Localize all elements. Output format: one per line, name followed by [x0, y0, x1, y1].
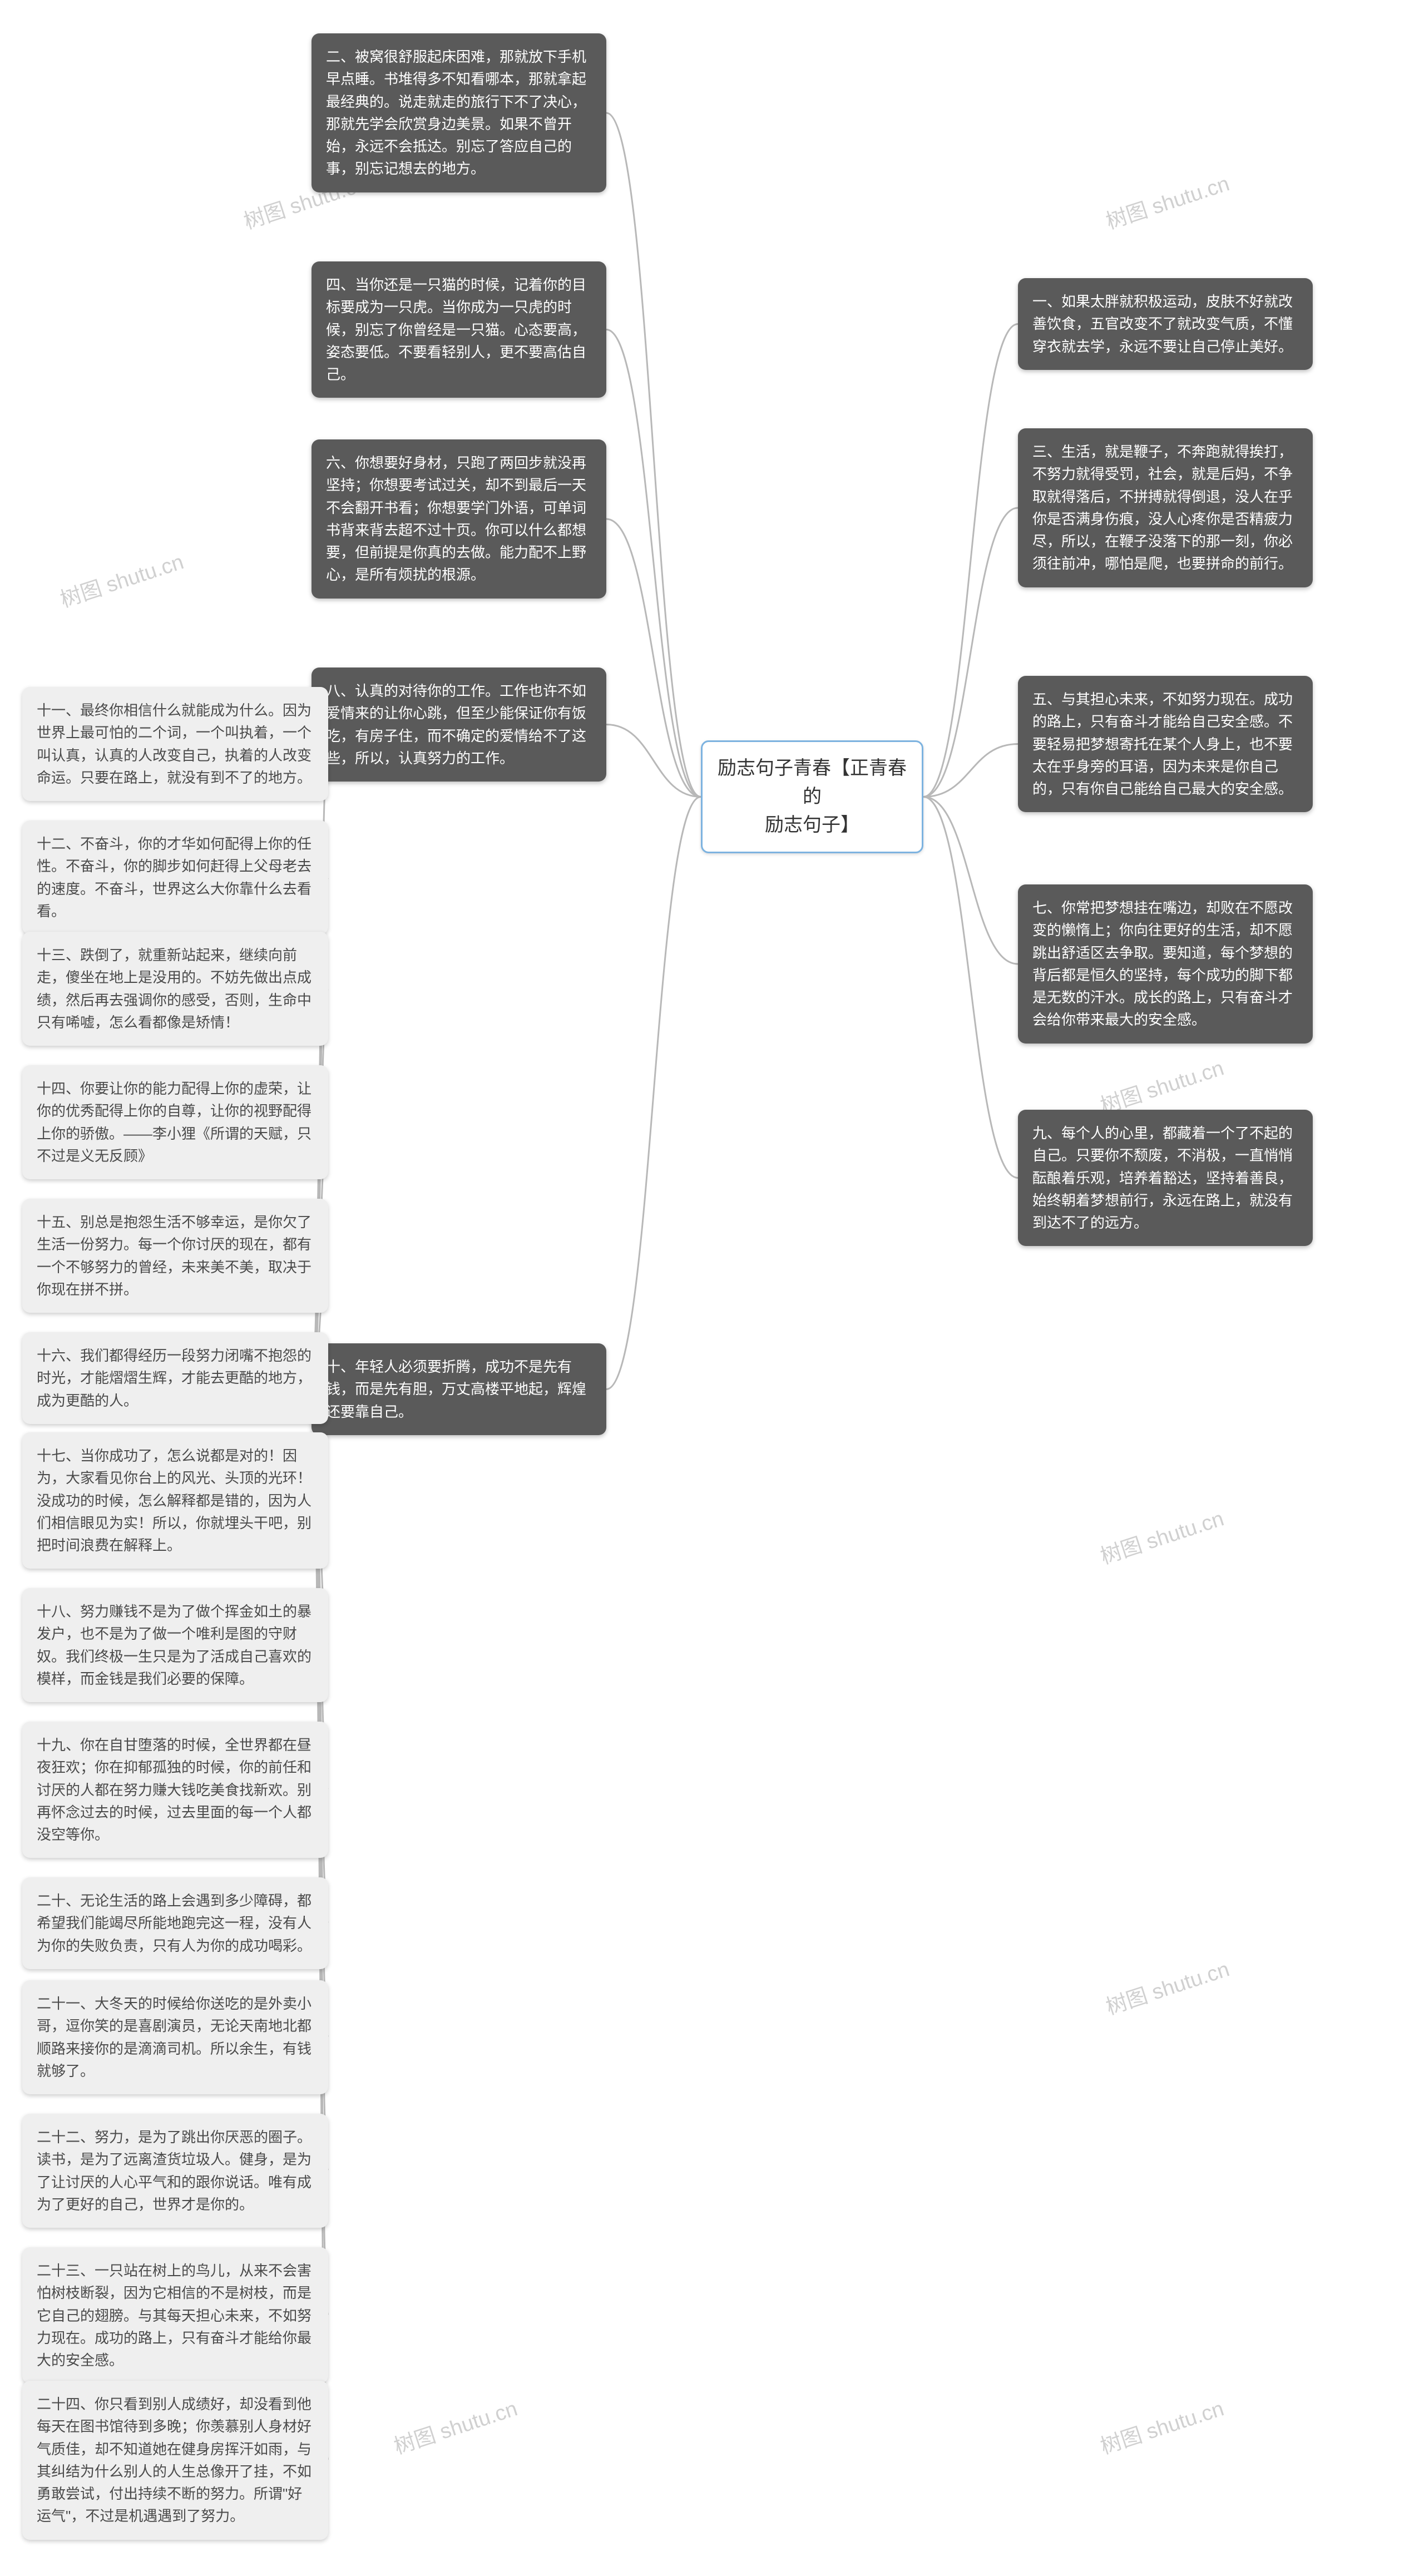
secondary-node-20[interactable]: 二十、无论生活的路上会遇到多少障碍，都希望我们能竭尽所能地跑完这一程，没有人为你…	[22, 1877, 328, 1969]
secondary-node-14[interactable]: 十四、你要让你的能力配得上你的虚荣，让你的优秀配得上你的自尊，让你的视野配得上你…	[22, 1065, 328, 1179]
watermark: 树图 shutu.cn	[56, 545, 187, 613]
secondary-node-13[interactable]: 十三、跌倒了，就重新站起来，继续向前走，傻坐在地上是没用的。不妨先做出点成绩，然…	[22, 932, 328, 1046]
primary-node-8[interactable]: 八、认真的对待你的工作。工作也许不如爱情来的让你心跳，但至少能保证你有饭吃，有房…	[312, 668, 606, 782]
primary-node-2[interactable]: 二、被窝很舒服起床困难，那就放下手机早点睡。书堆得多不知看哪本，那就拿起最经典的…	[312, 33, 606, 192]
secondary-node-11[interactable]: 十一、最终你相信什么就能成为什么。因为世界上最可怕的二个词，一个叫执着，一个叫认…	[22, 687, 328, 801]
secondary-node-19[interactable]: 十九、你在自甘堕落的时候，全世界都在昼夜狂欢；你在抑郁孤独的时候，你的前任和讨厌…	[22, 1722, 328, 1858]
secondary-node-15[interactable]: 十五、别总是抱怨生活不够幸运，是你欠了生活一份努力。每一个你讨厌的现在，都有一个…	[22, 1199, 328, 1313]
secondary-node-16[interactable]: 十六、我们都得经历一段努力闭嘴不抱怨的时光，才能熠熠生辉，才能去更酷的地方，成为…	[22, 1332, 328, 1424]
watermark: 树图 shutu.cn	[389, 2391, 521, 2460]
secondary-node-12[interactable]: 十二、不奋斗，你的才华如何配得上你的任性。不奋斗，你的脚步如何赶得上父母老去的速…	[22, 820, 328, 935]
secondary-node-23[interactable]: 二十三、一只站在树上的鸟儿，从来不会害怕树枝断裂，因为它相信的不是树枝，而是它自…	[22, 2247, 328, 2384]
watermark: 树图 shutu.cn	[1096, 2391, 1227, 2460]
watermark: 树图 shutu.cn	[1101, 166, 1233, 235]
secondary-node-18[interactable]: 十八、努力赚钱不是为了做个挥金如土的暴发户，也不是为了做一个唯利是图的守财奴。我…	[22, 1588, 328, 1702]
secondary-node-17[interactable]: 十七、当你成功了，怎么说都是对的！因为，大家看见你台上的风光、头顶的光环！没成功…	[22, 1432, 328, 1569]
watermark: 树图 shutu.cn	[1096, 1501, 1227, 1570]
primary-node-3[interactable]: 三、生活，就是鞭子，不奔跑就得挨打，不努力就得受罚，社会，就是后妈，不争取就得落…	[1018, 428, 1313, 587]
primary-node-10[interactable]: 十、年轻人必须要折腾，成功不是先有钱，而是先有胆，万丈高楼平地起，辉煌还要靠自己…	[312, 1343, 606, 1435]
primary-node-1[interactable]: 一、如果太胖就积极运动，皮肤不好就改善饮食，五官改变不了就改变气质，不懂穿衣就去…	[1018, 278, 1313, 370]
primary-node-6[interactable]: 六、你想要好身材，只跑了两回步就没再坚持；你想要考试过关，却不到最后一天不会翻开…	[312, 439, 606, 599]
center-node[interactable]: 励志句子青春【正青春的 励志句子】	[701, 740, 923, 853]
secondary-node-21[interactable]: 二十一、大冬天的时候给你送吃的是外卖小哥，逗你笑的是喜剧演员，无论天南地北都顺路…	[22, 1980, 328, 2094]
secondary-node-22[interactable]: 二十二、努力，是为了跳出你厌恶的圈子。读书，是为了远离渣货垃圾人。健身，是为了让…	[22, 2114, 328, 2228]
watermark: 树图 shutu.cn	[1101, 1952, 1233, 2020]
secondary-node-24[interactable]: 二十四、你只看到别人成绩好，却没看到他每天在图书馆待到多晚；你羡慕别人身材好气质…	[22, 2381, 328, 2540]
mindmap-canvas: 树图 shutu.cn 树图 shutu.cn 树图 shutu.cn 树图 s…	[0, 0, 1424, 2576]
watermark: 树图 shutu.cn	[1096, 1051, 1227, 1119]
primary-node-5[interactable]: 五、与其担心未来，不如努力现在。成功的路上，只有奋斗才能给自己安全感。不要轻易把…	[1018, 676, 1313, 812]
primary-node-9[interactable]: 九、每个人的心里，都藏着一个了不起的自己。只要你不颓废，不消极，一直悄悄酝酿着乐…	[1018, 1110, 1313, 1246]
primary-node-7[interactable]: 七、你常把梦想挂在嘴边，却败在不愿改变的懒惰上；你向往更好的生活，却不愿跳出舒适…	[1018, 884, 1313, 1044]
primary-node-4[interactable]: 四、当你还是一只猫的时候，记着你的目标要成为一只虎。当你成为一只虎的时候，别忘了…	[312, 261, 606, 398]
